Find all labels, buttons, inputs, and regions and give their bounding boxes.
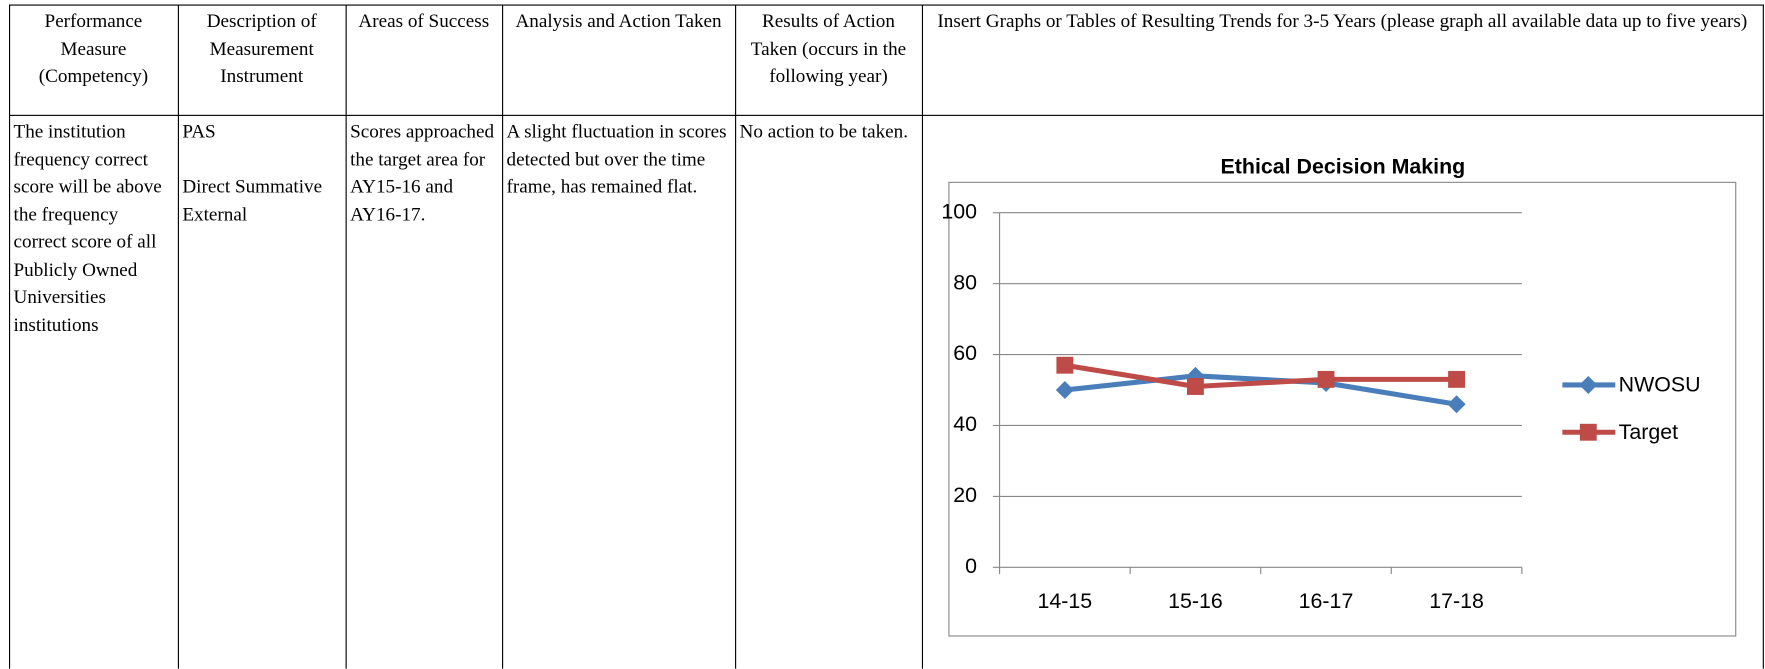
y-tick-label: 0 xyxy=(965,554,977,578)
rule xyxy=(345,4,347,669)
header-cell: Insert Graphs or Tables of Resulting Tre… xyxy=(937,10,1748,32)
marker xyxy=(1448,370,1466,388)
rule xyxy=(735,4,737,669)
chart-frame xyxy=(948,181,1737,637)
rule xyxy=(9,4,11,669)
marker xyxy=(1055,381,1074,400)
body-cell: PAS Direct Summative External xyxy=(178,116,346,258)
rule xyxy=(921,4,924,669)
chart-title: Ethical Decision Making xyxy=(1221,154,1466,178)
rule xyxy=(9,114,1764,116)
y-tick-label: 60 xyxy=(953,341,977,365)
series-line xyxy=(1064,373,1457,407)
x-tick-label: 17-18 xyxy=(1429,589,1484,613)
marker xyxy=(1056,356,1074,374)
y-tick-label: 40 xyxy=(953,412,977,436)
header-cell: Results of Action Taken (occurs in the f… xyxy=(750,10,907,87)
cell-text: Scores approached the target area for AY… xyxy=(350,120,495,225)
y-tick-label: 20 xyxy=(953,483,977,507)
body-cell: The institution frequency correct score … xyxy=(9,116,178,369)
y-tick-label: 100 xyxy=(941,199,977,223)
cell-text: Direct Summative External xyxy=(182,175,323,225)
cell-text: PAS xyxy=(182,120,216,142)
header-cell: Description of Measurement Instrument xyxy=(206,10,317,87)
header-cell: Areas of Success xyxy=(358,10,490,32)
marker xyxy=(1579,375,1598,394)
cell-text: The institution frequency correct score … xyxy=(13,120,162,335)
body-cell: Scores approached the target area for AY… xyxy=(346,116,502,258)
body-cell: No action to be taken. xyxy=(735,116,922,176)
cell-text: A slight fluctuation in scores detected … xyxy=(506,120,727,197)
marker xyxy=(1186,378,1204,395)
x-tick-label: 16-17 xyxy=(1299,589,1354,613)
header-cell: Performance Measure (Competency) xyxy=(38,10,149,87)
cell-text: No action to be taken. xyxy=(739,120,909,142)
header-cell: Analysis and Action Taken xyxy=(515,10,722,32)
series-line xyxy=(1064,362,1457,390)
x-tick-label: 14-15 xyxy=(1038,589,1093,613)
rule xyxy=(9,4,1764,6)
rule xyxy=(502,4,504,669)
rule xyxy=(177,4,179,669)
legend-label: NWOSU xyxy=(1619,373,1701,397)
marker xyxy=(1317,370,1335,388)
legend-label: Target xyxy=(1619,420,1678,444)
x-tick-label: 15-16 xyxy=(1168,589,1223,613)
y-tick-label: 80 xyxy=(953,270,977,294)
marker xyxy=(1447,395,1466,414)
marker xyxy=(1579,423,1597,441)
body-cell: A slight fluctuation in scores detected … xyxy=(502,116,735,231)
rule xyxy=(1762,4,1764,669)
